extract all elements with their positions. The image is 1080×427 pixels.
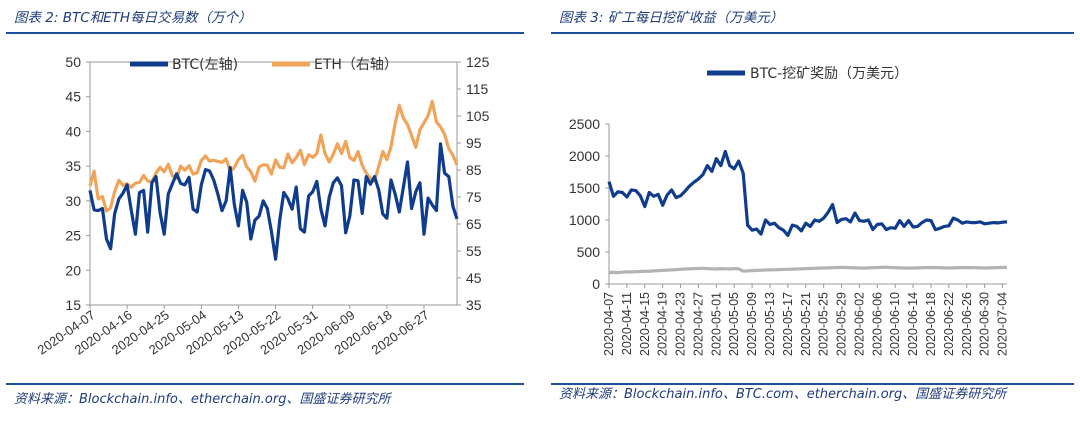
y-left-tick-label-15: 15 — [65, 297, 81, 313]
figure-3-title: 图表 3: 矿工每日挖矿收益（万美元） — [559, 10, 784, 26]
btc-series-line — [88, 142, 459, 261]
x-tick-label-2020-06-22: 2020-06-22 — [942, 292, 956, 356]
x-tick-label-2020-06-18: 2020-06-18 — [924, 292, 938, 356]
x-tick-label-2020-04-11: 2020-04-11 — [620, 292, 634, 355]
figure-2-title: 图表 2: BTC和ETH每日交易数（万个） — [14, 10, 252, 26]
x-tick-label-2020-04-23: 2020-04-23 — [674, 292, 688, 356]
y-left-tick-label-30: 30 — [65, 193, 81, 209]
x-tick-label-2020-05-29: 2020-05-29 — [835, 292, 849, 356]
y-right-tick-label-125: 125 — [466, 54, 490, 70]
x-tick-label-2020-06-06: 2020-06-06 — [870, 292, 884, 356]
y-left-tick-label-20: 20 — [65, 262, 81, 278]
x-tick-label-2020-06-14: 2020-06-14 — [906, 292, 920, 356]
x-tick-label-2020-06-26: 2020-06-26 — [960, 292, 974, 356]
x-tick-label-2020-05-01: 2020-05-01 — [709, 292, 723, 356]
figure-2-bottom-rule — [6, 383, 524, 385]
x-tick-label-2020-05-09: 2020-05-09 — [745, 292, 759, 356]
x-tick-label-2020-05-21: 2020-05-21 — [799, 292, 813, 356]
btc-eth-transactions-chart: 1520253035404550354555657585951051151252… — [35, 54, 490, 358]
x-tick-label-2020-06-10: 2020-06-10 — [888, 292, 902, 356]
x-tick-label-2020-05-05: 2020-05-05 — [727, 292, 741, 356]
legend-btc-label: BTC(左轴) — [172, 57, 238, 73]
legend-reward-label: BTC-挖矿奖励（万美元） — [750, 65, 908, 82]
x-tick-label-2020-05-25: 2020-05-25 — [817, 292, 831, 356]
x-tick-label-2020-04-07: 2020-04-07 — [602, 292, 616, 356]
y-left-tick-label-40: 40 — [65, 123, 81, 139]
y-left-tick-label-25: 25 — [65, 228, 81, 244]
x-tick-label-2020-04-15: 2020-04-15 — [638, 292, 652, 356]
y-tick-label-2000: 2000 — [569, 148, 600, 164]
x-tick-label-2020-04-19: 2020-04-19 — [656, 292, 670, 356]
btc-mining-reward-line — [607, 149, 1008, 237]
figure-2-top-rule — [6, 32, 524, 34]
miner-reward-chart: 0 500 1000 1500 2000 2500 2020-04-07 2020-04-11… — [569, 65, 1010, 356]
y-left-tick-label-45: 45 — [65, 89, 81, 105]
legend-eth-label: ETH（右轴） — [314, 57, 398, 73]
y-left-tick-label-35: 35 — [65, 158, 81, 174]
x-tick-label-2020-05-13: 2020-05-13 — [763, 292, 777, 356]
figure-3-top-rule — [551, 32, 1074, 34]
y-right-tick-label-55: 55 — [466, 243, 482, 259]
y-right-tick-label-85: 85 — [466, 162, 482, 178]
y-tick-label-1000: 1000 — [569, 212, 600, 228]
figure-2-source: 资料来源：Blockchain.info、etherchain.org、国盛证券… — [14, 392, 391, 407]
x-tick-label-2020-07-04: 2020-07-04 — [996, 292, 1010, 356]
x-tick-label-2020-06-30: 2020-06-30 — [978, 292, 992, 356]
x-tick-label-2020-04-27: 2020-04-27 — [691, 292, 705, 356]
y-right-tick-label-65: 65 — [466, 216, 482, 232]
y-tick-label-2500: 2500 — [569, 116, 600, 132]
x-tick-label-2020-05-17: 2020-05-17 — [781, 292, 795, 356]
y-tick-label-0: 0 — [592, 276, 600, 292]
figure-3-bottom-rule — [551, 383, 1074, 385]
figure-2-panel: 图表 2: BTC和ETH每日交易数（万个） 15 20 25 30 35 40 45 50 3… — [0, 0, 530, 427]
figure-3-panel: 图表 3: 矿工每日挖矿收益（万美元） 0 500 1000 1500 2000 2500… — [545, 0, 1080, 427]
y-right-tick-label-105: 105 — [466, 108, 490, 124]
plot-area-frame — [89, 61, 458, 306]
y-right-tick-label-45: 45 — [466, 270, 482, 286]
y-tick-label-500: 500 — [577, 244, 601, 260]
figure-3-source: 资料来源：Blockchain.info、BTC.com、etherchain.… — [559, 387, 1007, 402]
y-right-tick-label-35: 35 — [466, 297, 482, 313]
y-right-tick-label-95: 95 — [466, 135, 482, 151]
gray-series-line — [608, 265, 1008, 275]
y-tick-label-1500: 1500 — [569, 180, 600, 196]
y-right-tick-label-75: 75 — [466, 189, 482, 205]
y-left-tick-label-50: 50 — [65, 54, 81, 70]
x-tick-label-2020-06-02: 2020-06-02 — [852, 292, 866, 356]
y-right-tick-label-115: 115 — [466, 81, 489, 97]
